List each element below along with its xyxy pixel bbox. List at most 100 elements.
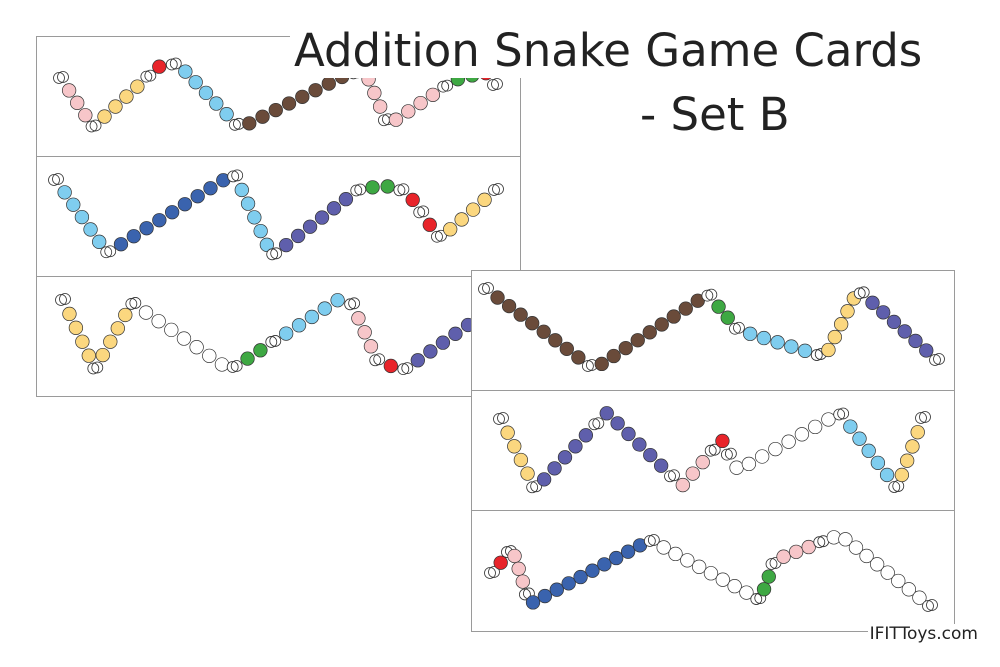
bead-purple bbox=[643, 447, 658, 463]
bead-yellow bbox=[905, 439, 920, 454]
link-ring bbox=[922, 600, 934, 612]
link-ring bbox=[265, 336, 278, 348]
bead-brown bbox=[559, 341, 574, 357]
bead-purple bbox=[547, 461, 562, 476]
link-ring bbox=[401, 362, 414, 374]
bead-pink bbox=[695, 455, 710, 470]
bead-darkblue bbox=[609, 550, 624, 566]
bead-white bbox=[692, 559, 707, 574]
link-ring bbox=[435, 229, 447, 242]
bead-red bbox=[152, 59, 167, 74]
link-ring bbox=[643, 535, 656, 547]
bead-lightblue bbox=[66, 197, 81, 212]
bead-white bbox=[741, 456, 757, 472]
link-ring bbox=[344, 298, 357, 311]
link-ring bbox=[397, 363, 410, 375]
bead-white bbox=[138, 305, 154, 320]
bead-brown bbox=[594, 356, 609, 372]
link-ring bbox=[705, 288, 718, 301]
bead-yellow bbox=[465, 202, 481, 217]
bead-purple bbox=[338, 191, 354, 207]
link-ring bbox=[59, 293, 71, 305]
bead-darkblue bbox=[585, 563, 600, 578]
link-ring bbox=[724, 447, 737, 460]
bead-yellow bbox=[81, 348, 96, 363]
bead-darkblue bbox=[549, 582, 564, 597]
snake bbox=[48, 169, 504, 261]
bead-yellow bbox=[840, 304, 855, 319]
link-ring bbox=[100, 246, 113, 259]
site-watermark: IFITToys.com bbox=[867, 624, 980, 644]
bead-darkblue bbox=[152, 213, 167, 228]
bead-brown bbox=[268, 102, 283, 118]
snake-card bbox=[471, 510, 955, 632]
bead-purple bbox=[423, 344, 438, 359]
bead-darkblue bbox=[126, 229, 141, 244]
bead-yellow bbox=[119, 89, 134, 104]
link-ring bbox=[668, 469, 680, 482]
bead-lightblue bbox=[259, 237, 275, 252]
bead-white bbox=[739, 585, 754, 600]
bead-lightblue bbox=[330, 293, 345, 308]
bead-purple bbox=[326, 201, 342, 216]
bead-yellow bbox=[477, 192, 492, 207]
bead-pink bbox=[351, 311, 366, 326]
link-ring bbox=[765, 558, 778, 570]
bead-purple bbox=[908, 333, 923, 349]
bead-yellow bbox=[110, 321, 125, 336]
link-ring bbox=[85, 120, 98, 133]
link-ring bbox=[582, 360, 594, 372]
link-ring bbox=[89, 119, 102, 132]
bead-pink bbox=[675, 477, 690, 493]
link-ring bbox=[853, 287, 866, 300]
link-ring bbox=[348, 297, 361, 310]
link-ring bbox=[397, 183, 410, 196]
bead-brown bbox=[642, 325, 657, 340]
link-ring bbox=[492, 183, 504, 195]
link-ring bbox=[833, 408, 846, 421]
link-ring bbox=[48, 174, 60, 186]
link-ring bbox=[87, 362, 100, 375]
bead-purple bbox=[886, 314, 902, 330]
bead-lightblue bbox=[219, 107, 234, 122]
bead-white bbox=[176, 331, 192, 346]
bead-yellow bbox=[68, 320, 84, 335]
link-ring bbox=[493, 413, 505, 425]
bead-yellow bbox=[118, 307, 133, 323]
bead-purple bbox=[557, 450, 573, 465]
bead-yellow bbox=[821, 342, 836, 358]
bead-white bbox=[729, 460, 744, 475]
bead-purple bbox=[578, 428, 594, 443]
snake bbox=[478, 282, 945, 372]
bead-lightblue bbox=[178, 64, 193, 79]
bead-white bbox=[668, 546, 683, 562]
bead-white bbox=[848, 540, 864, 555]
link-ring bbox=[165, 58, 178, 71]
bead-brown bbox=[295, 89, 310, 105]
link-ring bbox=[266, 248, 279, 261]
bead-darkblue bbox=[573, 569, 588, 585]
link-ring bbox=[733, 321, 745, 334]
link-ring bbox=[441, 79, 454, 92]
bead-brown bbox=[242, 116, 257, 131]
bead-brown bbox=[678, 301, 693, 316]
bead-white bbox=[202, 348, 217, 363]
bead-lightblue bbox=[234, 182, 249, 198]
link-ring bbox=[413, 206, 426, 219]
link-ring bbox=[664, 470, 676, 483]
link-ring bbox=[230, 360, 243, 372]
bead-brown bbox=[536, 324, 551, 339]
bead-pink bbox=[801, 539, 816, 555]
snake bbox=[53, 57, 503, 133]
link-ring bbox=[647, 534, 660, 546]
bead-lightblue bbox=[240, 196, 256, 211]
bead-pink bbox=[373, 99, 388, 114]
bead-purple bbox=[653, 458, 669, 473]
link-ring bbox=[929, 354, 941, 366]
bead-lightblue bbox=[74, 209, 90, 225]
bead-yellow bbox=[910, 425, 925, 440]
snake bbox=[493, 406, 931, 494]
bead-yellow bbox=[130, 79, 145, 94]
bead-yellow bbox=[62, 306, 77, 322]
